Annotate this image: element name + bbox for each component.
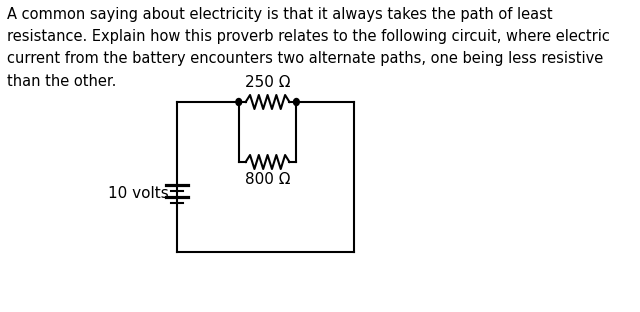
Text: A common saying about electricity is that it always takes the path of least
resi: A common saying about electricity is tha… bbox=[6, 7, 609, 89]
Circle shape bbox=[294, 99, 300, 105]
Text: 800 Ω: 800 Ω bbox=[245, 172, 291, 187]
Text: 250 Ω: 250 Ω bbox=[245, 75, 291, 90]
Text: 10 volts: 10 volts bbox=[108, 187, 169, 202]
Circle shape bbox=[236, 99, 242, 105]
